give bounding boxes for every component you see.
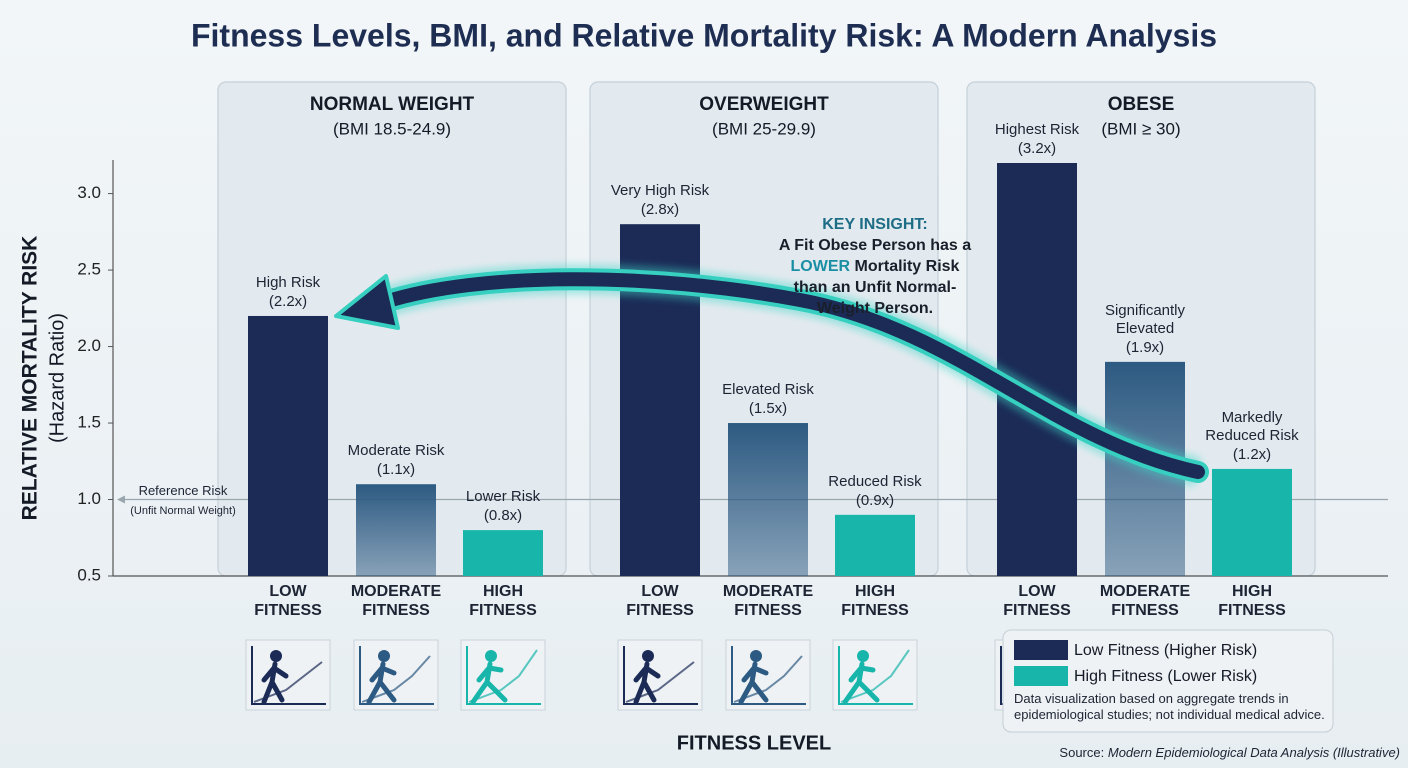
icon-frame xyxy=(353,639,439,711)
legend-label: High Fitness (Lower Risk) xyxy=(1074,668,1257,685)
source: Source: Modern Epidemiological Data Anal… xyxy=(1000,744,1400,762)
bar xyxy=(1212,468,1292,576)
legend-label: Low Fitness (Higher Risk) xyxy=(1074,642,1257,659)
icon-frame xyxy=(725,639,811,711)
bar xyxy=(463,530,543,576)
bar xyxy=(997,163,1077,576)
icon-trend xyxy=(468,649,538,703)
source-text: Modern Epidemiological Data Analysis (Il… xyxy=(1107,745,1400,760)
y-tick-label: 2.0 xyxy=(77,336,101,355)
icon-head xyxy=(642,650,654,662)
insight-line: Weight Person. xyxy=(816,300,934,317)
fitness-label: LOW FITNESS xyxy=(254,583,322,619)
icon-axes xyxy=(731,646,806,705)
icon-body xyxy=(842,661,880,705)
icon-trend xyxy=(625,661,695,703)
reference-arrow xyxy=(117,495,125,504)
risk-label: High Risk xyxy=(255,273,321,291)
y-tick-label: 1.0 xyxy=(77,489,101,508)
bar xyxy=(835,514,915,576)
icon-body xyxy=(738,661,769,705)
bar xyxy=(356,484,436,576)
x-axis-label: FITNESS LEVEL xyxy=(677,732,831,754)
icon-trend xyxy=(840,649,910,703)
fitness-label: LOW FITNESS xyxy=(1003,583,1071,619)
fitness-label: HIGH FITNESS xyxy=(469,583,537,619)
icon-body xyxy=(470,661,508,705)
insight-line: than an Unfit Normal- xyxy=(793,279,957,296)
y-tick-label: 1.5 xyxy=(77,413,101,432)
insight-heading: KEY INSIGHT: xyxy=(822,216,928,233)
fitness-label: HIGH FITNESS xyxy=(841,583,909,619)
fitness-label: HIGH FITNESS xyxy=(1218,583,1286,619)
value-label: (1.5x) xyxy=(748,400,788,418)
risk-label: Elevated Risk xyxy=(722,381,814,399)
risk-label: Moderate Risk xyxy=(347,442,445,460)
y-axis-sublabel: (Hazard Ratio) xyxy=(46,313,68,443)
value-label: (2.8x) xyxy=(640,201,680,219)
group-subtitle: (BMI ≥ 30) xyxy=(1101,119,1180,138)
insight-line: A Fit Obese Person has a xyxy=(778,237,972,254)
chart-title: Fitness Levels, BMI, and Relative Mortal… xyxy=(191,17,1217,53)
risk-label: Reduced Risk xyxy=(828,472,922,490)
icon-body xyxy=(261,661,289,705)
insight-highlight: LOWER xyxy=(790,258,851,275)
bar xyxy=(248,315,328,576)
icon-body xyxy=(366,661,397,705)
group-subtitle: (BMI 18.5-24.9) xyxy=(333,119,451,138)
fitness-label: MODERATE FITNESS xyxy=(350,583,442,619)
legend-swatch xyxy=(1014,666,1068,686)
icon-axes xyxy=(466,646,541,705)
reference-label: Reference Risk xyxy=(138,482,228,498)
group-title: OVERWEIGHT xyxy=(699,94,829,115)
icon-head xyxy=(485,650,497,662)
icon-head xyxy=(750,650,762,662)
y-tick-label: 3.0 xyxy=(77,183,101,202)
group-subtitle: (BMI 25-29.9) xyxy=(712,119,816,138)
icon-trend xyxy=(361,655,431,703)
value-label: (2.2x) xyxy=(268,292,308,310)
risk-label: Very High Risk xyxy=(610,182,710,200)
group-title: NORMAL WEIGHT xyxy=(310,94,475,115)
fitness-label: MODERATE FITNESS xyxy=(722,583,814,619)
arrow-head xyxy=(334,274,400,330)
fitness-label: LOW FITNESS xyxy=(626,583,694,619)
icon-axes xyxy=(838,646,913,705)
icon-axes xyxy=(623,646,698,705)
icon-axes xyxy=(251,646,326,705)
y-axis-label: RELATIVE MORTALITY RISK xyxy=(19,236,42,521)
source-prefix: Source: xyxy=(1059,745,1105,760)
risk-label: Highest Risk xyxy=(994,121,1080,138)
fitness-label: MODERATE FITNESS xyxy=(1099,583,1191,619)
insight-text: Mortality Risk xyxy=(854,258,960,275)
arrow-body xyxy=(378,272,1205,479)
value-label: (1.2x) xyxy=(1232,445,1272,463)
y-tick-label: 0.5 xyxy=(77,565,101,584)
icon-axes xyxy=(359,646,434,705)
icon-head xyxy=(270,650,282,662)
value-label: (0.9x) xyxy=(855,491,895,509)
risk-label: Lower Risk xyxy=(465,488,541,506)
reference-sublabel: (Unfit Normal Weight) xyxy=(130,504,236,517)
insight-line: LOWER Mortality Risk xyxy=(760,256,990,277)
risk-label: Significantly Elevated xyxy=(1104,301,1186,337)
bar xyxy=(728,423,808,576)
value-label: (1.9x) xyxy=(1125,338,1165,356)
icon-head xyxy=(857,650,869,662)
risk-label: Markedly Reduced Risk xyxy=(1205,408,1299,444)
legend-note: Data visualization based on aggregate tr… xyxy=(1014,691,1325,722)
icon-trend xyxy=(733,655,803,703)
icon-head xyxy=(378,650,390,662)
y-tick-label: 2.5 xyxy=(77,260,101,279)
legend-box xyxy=(1002,629,1334,733)
value-label: (0.8x) xyxy=(483,507,523,525)
icon-body xyxy=(633,661,661,705)
legend-swatch xyxy=(1014,640,1068,660)
icon-trend xyxy=(253,661,323,703)
value-label: (3.2x) xyxy=(1017,140,1057,157)
group-title: OBESE xyxy=(1108,94,1175,115)
value-label: (1.1x) xyxy=(376,461,416,479)
